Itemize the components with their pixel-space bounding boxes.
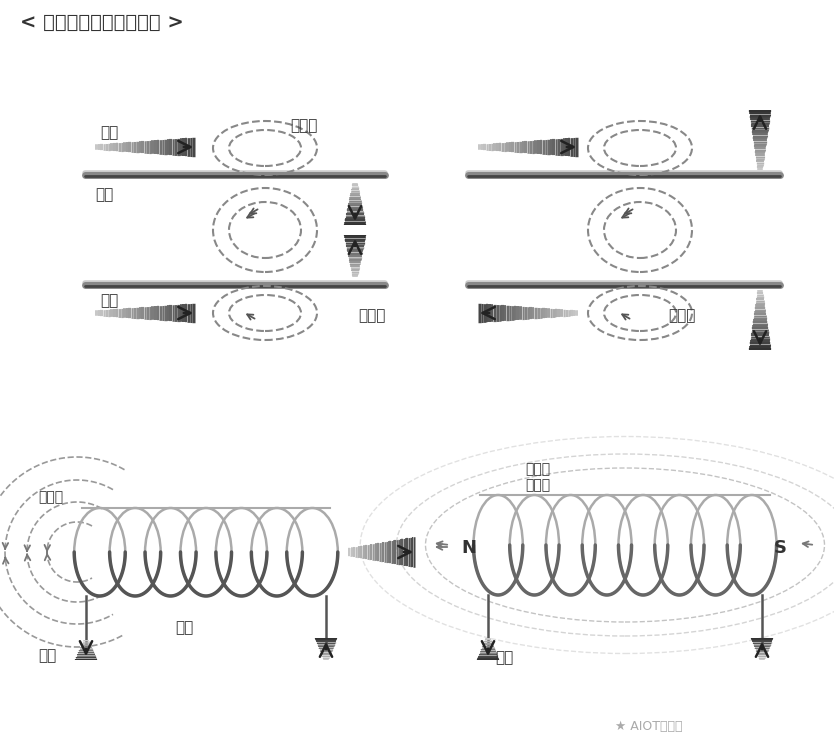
Text: 电流: 电流 bbox=[100, 293, 118, 308]
Text: ★ AIOT大数据: ★ AIOT大数据 bbox=[615, 720, 682, 733]
Text: 吸引力: 吸引力 bbox=[358, 308, 385, 323]
Text: 电流: 电流 bbox=[100, 125, 118, 140]
Text: 合成的
磁力线: 合成的 磁力线 bbox=[525, 462, 550, 492]
Text: 线圈: 线圈 bbox=[175, 620, 193, 635]
Text: < 施加在平行导线上的力 >: < 施加在平行导线上的力 > bbox=[20, 13, 183, 32]
Text: S: S bbox=[774, 539, 787, 557]
Text: N: N bbox=[461, 539, 476, 557]
Text: 磁力线: 磁力线 bbox=[38, 490, 63, 504]
Text: 排斥力: 排斥力 bbox=[668, 308, 696, 323]
Text: 磁力线: 磁力线 bbox=[290, 118, 318, 133]
Text: 导线: 导线 bbox=[95, 187, 113, 202]
Text: 电流: 电流 bbox=[38, 648, 56, 663]
Text: 电流: 电流 bbox=[495, 650, 513, 665]
